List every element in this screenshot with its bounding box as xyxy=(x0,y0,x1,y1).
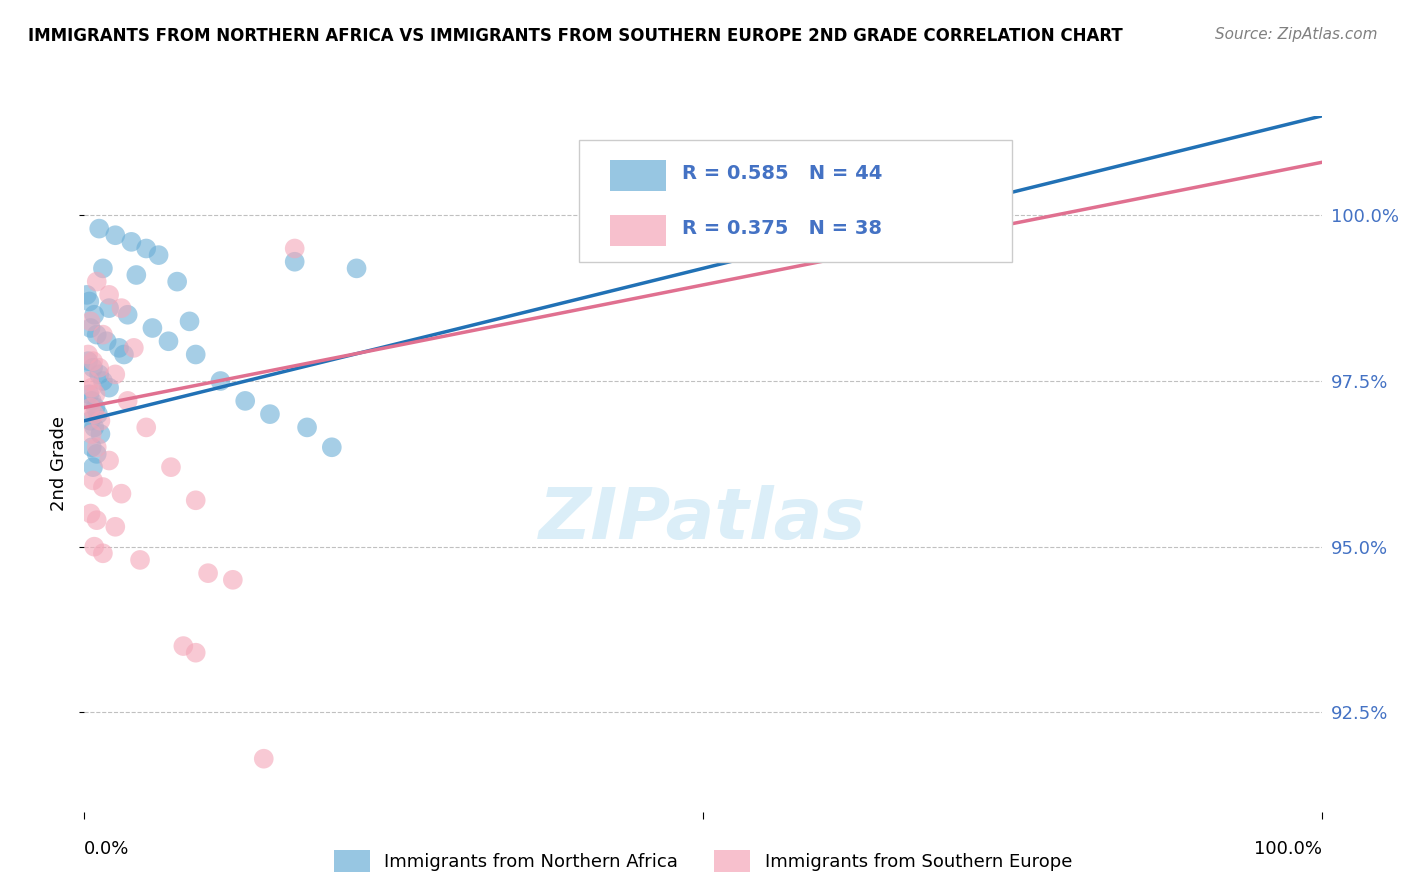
Point xyxy=(79,294,101,309)
Point xyxy=(80,381,103,395)
Point xyxy=(89,221,111,235)
Point xyxy=(83,540,105,554)
Point xyxy=(79,507,101,521)
Point xyxy=(135,420,157,434)
Point xyxy=(79,314,101,328)
Point xyxy=(120,235,142,249)
Point xyxy=(98,381,121,395)
Point xyxy=(84,401,107,415)
FancyBboxPatch shape xyxy=(579,140,1012,262)
Point xyxy=(79,387,101,401)
Text: R = 0.585   N = 44: R = 0.585 N = 44 xyxy=(682,164,883,183)
Point xyxy=(79,321,101,335)
Point xyxy=(86,447,108,461)
Point xyxy=(98,301,121,315)
Point xyxy=(80,393,103,408)
Text: Source: ZipAtlas.com: Source: ZipAtlas.com xyxy=(1215,27,1378,42)
Point xyxy=(233,393,256,408)
Point xyxy=(117,308,139,322)
Point xyxy=(89,360,111,375)
Point xyxy=(86,275,108,289)
Point xyxy=(141,321,163,335)
Point xyxy=(122,341,145,355)
Point xyxy=(84,387,107,401)
Point xyxy=(108,341,131,355)
Point xyxy=(253,752,276,766)
Point xyxy=(82,474,104,488)
Point xyxy=(135,242,157,256)
Point xyxy=(82,360,104,375)
Point xyxy=(83,308,105,322)
Point xyxy=(110,486,132,500)
Point xyxy=(89,414,111,428)
Point xyxy=(86,327,108,342)
Point xyxy=(209,374,232,388)
FancyBboxPatch shape xyxy=(610,215,666,246)
Point xyxy=(197,566,219,581)
Point xyxy=(110,301,132,315)
Point xyxy=(104,228,127,243)
Point xyxy=(87,407,110,421)
Point xyxy=(83,407,105,421)
Point xyxy=(104,520,127,534)
Point xyxy=(76,288,98,302)
Point xyxy=(96,334,118,349)
Point xyxy=(91,480,114,494)
Text: IMMIGRANTS FROM NORTHERN AFRICA VS IMMIGRANTS FROM SOUTHERN EUROPE 2ND GRADE COR: IMMIGRANTS FROM NORTHERN AFRICA VS IMMIG… xyxy=(28,27,1123,45)
Text: 100.0%: 100.0% xyxy=(1254,839,1322,857)
Point xyxy=(117,393,139,408)
Point xyxy=(77,354,100,368)
Point xyxy=(82,460,104,475)
Point xyxy=(222,573,245,587)
Point xyxy=(259,407,281,421)
Point xyxy=(98,453,121,467)
Point xyxy=(104,368,127,382)
Point xyxy=(79,414,101,428)
Point xyxy=(83,420,105,434)
FancyBboxPatch shape xyxy=(610,160,666,191)
Point xyxy=(79,401,101,415)
Point xyxy=(91,261,114,276)
Point xyxy=(166,275,188,289)
Point xyxy=(89,368,111,382)
Point xyxy=(82,354,104,368)
Text: 0.0%: 0.0% xyxy=(84,839,129,857)
Point xyxy=(184,347,207,361)
Point xyxy=(160,460,183,475)
Legend: Immigrants from Northern Africa, Immigrants from Southern Europe: Immigrants from Northern Africa, Immigra… xyxy=(333,850,1073,872)
Point xyxy=(184,646,207,660)
Text: R = 0.375   N = 38: R = 0.375 N = 38 xyxy=(682,219,882,238)
Point xyxy=(284,242,307,256)
Point xyxy=(89,427,111,442)
Point xyxy=(295,420,318,434)
Point xyxy=(184,493,207,508)
Point xyxy=(80,440,103,454)
Point xyxy=(346,261,368,276)
Point xyxy=(98,288,121,302)
Point xyxy=(91,546,114,560)
Point xyxy=(157,334,180,349)
Point xyxy=(172,639,194,653)
Point xyxy=(112,347,135,361)
Point xyxy=(80,427,103,442)
Point xyxy=(86,440,108,454)
Point xyxy=(125,268,148,282)
Point xyxy=(91,374,114,388)
Point xyxy=(77,347,100,361)
Text: ZIPatlas: ZIPatlas xyxy=(540,485,866,554)
Point xyxy=(148,248,170,262)
Point xyxy=(79,374,101,388)
Y-axis label: 2nd Grade: 2nd Grade xyxy=(49,417,67,511)
Point xyxy=(321,440,343,454)
Point xyxy=(86,513,108,527)
Point xyxy=(129,553,152,567)
Point xyxy=(179,314,201,328)
Point xyxy=(91,327,114,342)
Point xyxy=(284,254,307,268)
